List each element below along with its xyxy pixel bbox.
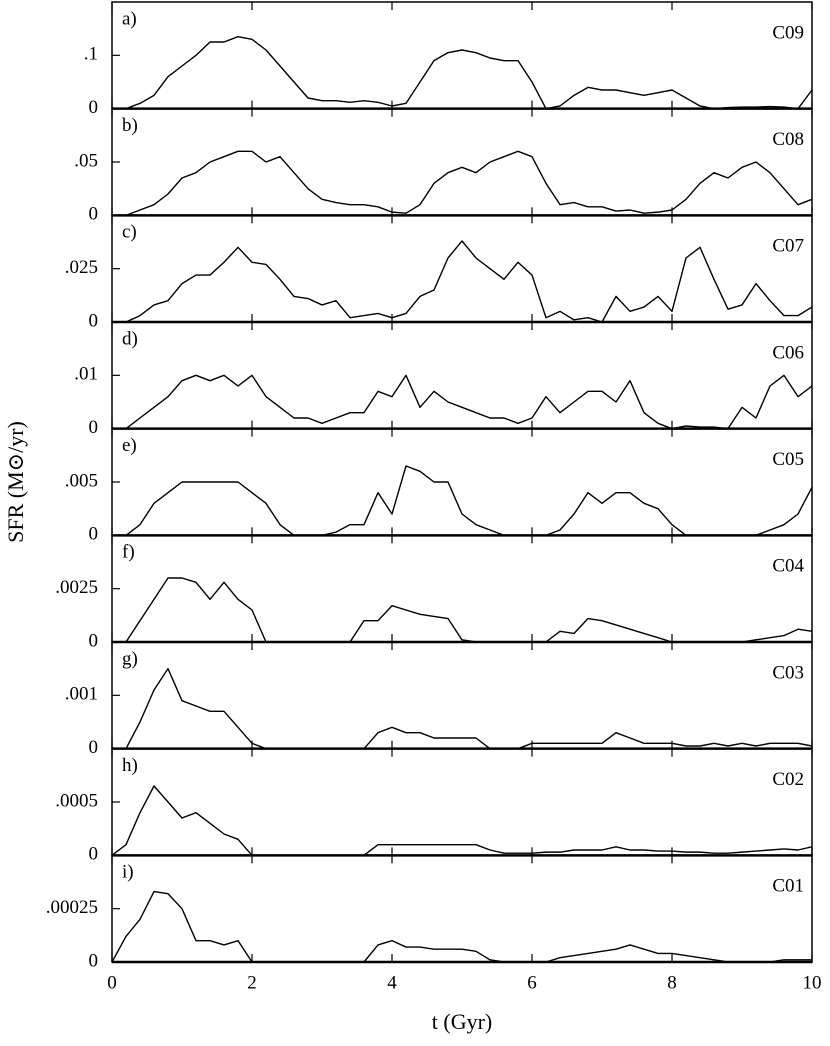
panel-name: C07 [772,236,804,257]
sfr-line [112,150,813,217]
x-tick-label: 2 [247,972,257,993]
x-tick-label: 4 [387,972,397,993]
y-tick-label: 0 [89,204,99,225]
y-tick-label: .0005 [55,790,98,811]
y-tick-label: .0025 [55,577,98,598]
panel-name: C04 [772,556,804,577]
y-tick-label: .1 [84,44,98,65]
panel-name: C02 [772,769,804,790]
panel-frame [111,321,813,430]
y-tick-label: 0 [89,844,99,865]
y-tick-label: .005 [65,470,98,491]
panel-frame [111,107,813,217]
sfr-line [111,785,813,857]
sfr-line [112,577,813,643]
panel-name: C08 [772,129,804,150]
y-tick-label: 0 [89,524,99,545]
x-tick-label: 8 [667,972,677,993]
sfr-line [112,240,813,323]
panel-frame [111,641,813,750]
panel-label: b) [122,115,138,136]
x-tick-label: 6 [527,972,537,993]
panel-label: i) [122,862,134,883]
y-tick-label: 0 [89,417,99,438]
sfr-line [112,465,813,537]
panel-name: C06 [772,342,804,363]
panel-label: g) [122,648,138,669]
sfr-line [112,667,813,750]
x-axis-label: t (Gyr) [432,1009,492,1034]
y-tick-label: 0 [89,310,99,331]
panel-frame [111,534,813,643]
panel-name: C01 [772,876,804,897]
y-tick-label: .01 [74,364,98,385]
y-tick-label: .001 [65,684,98,705]
y-tick-label: 0 [89,737,99,758]
y-tick-label: 0 [89,630,99,651]
panel-label: a) [122,8,137,29]
y-tick-label: .05 [74,150,98,171]
x-tick-label: 10 [803,972,822,993]
sfr-line [111,890,812,963]
panel-frame [111,747,813,857]
panel-name: C05 [772,449,804,470]
y-axis-label: SFR (M⊙/yr) [3,421,28,543]
y-tick-label: 0 [89,950,99,971]
panel-label: c) [122,222,137,243]
panel-name: C03 [772,662,804,683]
y-tick-label: 0 [89,97,99,118]
panel-label: e) [122,435,137,456]
sfr-line [112,35,813,110]
x-tick-label: 0 [107,972,117,993]
sfr-line [112,374,813,430]
panel-label: f) [122,542,135,563]
panel-name: C09 [772,22,804,43]
y-tick-label: .00025 [46,897,98,918]
panel-label: h) [122,755,138,776]
panel-frame [111,854,813,963]
panel-label: d) [122,328,138,349]
panel-frame [111,1,813,110]
y-tick-label: .025 [65,257,98,278]
